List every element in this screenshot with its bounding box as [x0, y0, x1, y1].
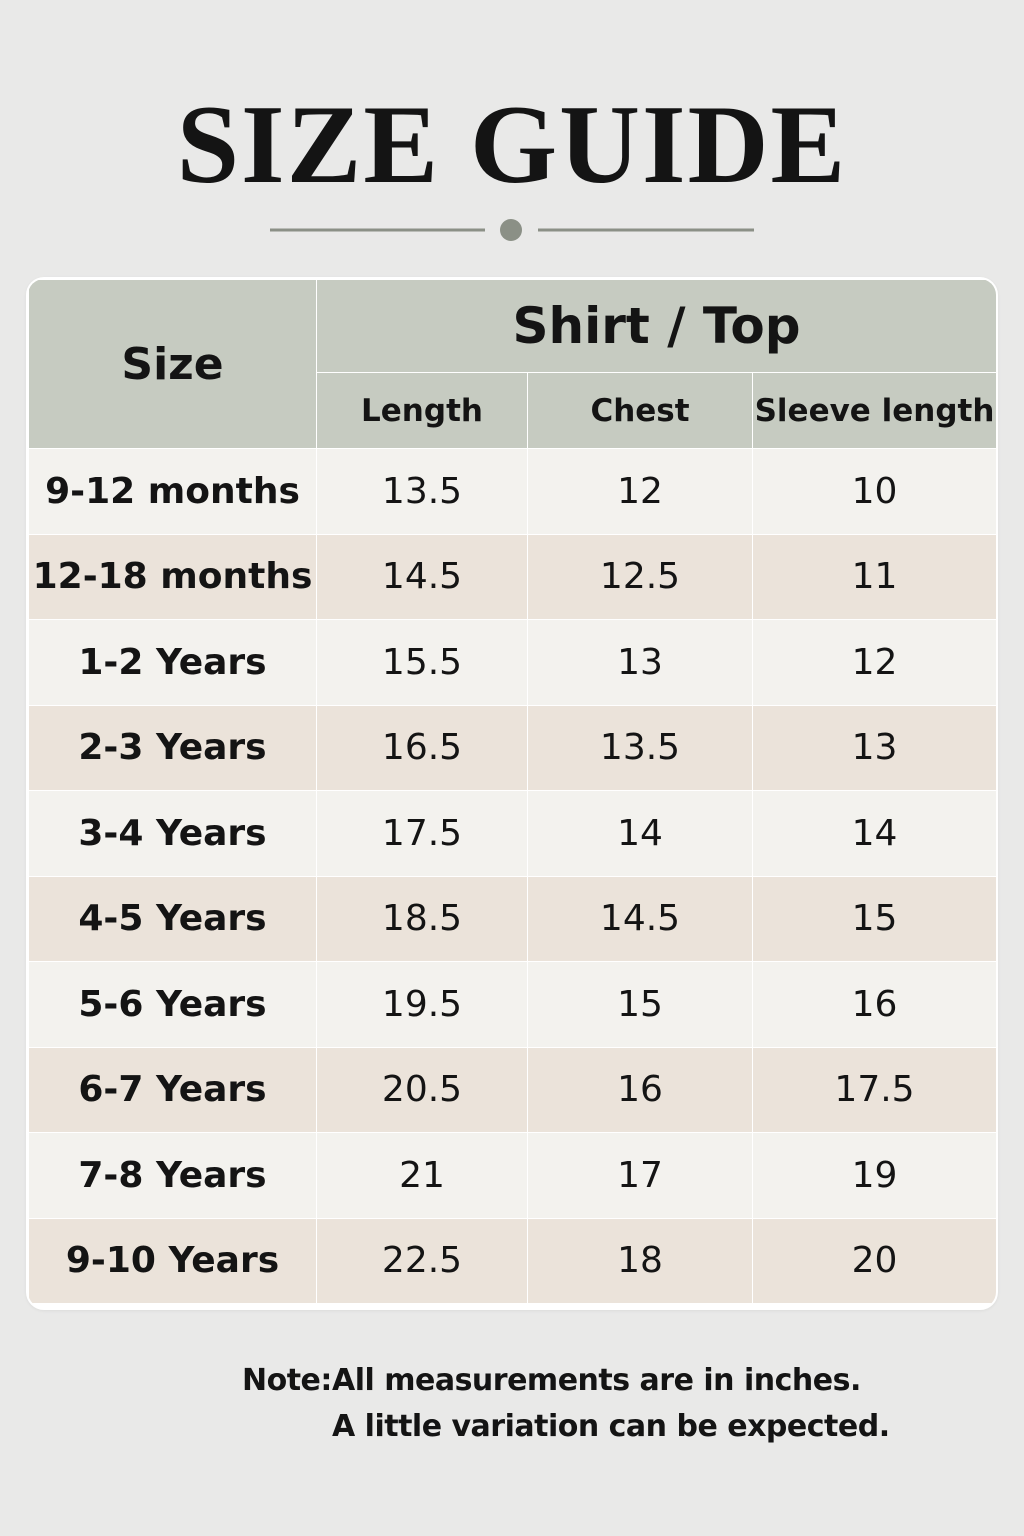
- measurement-cell: 20.5: [316, 1046, 528, 1133]
- size-cell: 9-10 Years: [28, 1217, 317, 1304]
- table-row: 4-5 Years 18.5 14.5 15: [28, 875, 996, 962]
- size-cell: 3-4 Years: [28, 790, 317, 877]
- note-label: Note:: [242, 1363, 332, 1398]
- measurement-cell: 21: [316, 1132, 528, 1219]
- measurement-cell: 16.5: [316, 704, 528, 791]
- measurement-cell: 10: [751, 448, 996, 535]
- size-cell: 12-18 months: [28, 533, 317, 620]
- table-row: 9-12 months 13.5 12 10: [28, 448, 996, 535]
- measurement-cell: 12: [751, 619, 996, 706]
- size-cell: 9-12 months: [28, 448, 317, 535]
- column-header: Length: [316, 372, 528, 449]
- measurement-cell: 15.5: [316, 619, 528, 706]
- measurement-cell: 14.5: [527, 875, 753, 962]
- size-cell: 4-5 Years: [28, 875, 317, 962]
- column-header: Sleeve length: [751, 372, 996, 449]
- size-cell: 7-8 Years: [28, 1132, 317, 1219]
- table-row: 6-7 Years 20.5 16 17.5: [28, 1046, 996, 1133]
- measurement-cell: 19: [751, 1132, 996, 1219]
- size-cell: 1-2 Years: [28, 619, 317, 706]
- table-row: 9-10 Years 22.5 18 20: [28, 1217, 996, 1304]
- measurement-cell: 18: [527, 1217, 753, 1304]
- table-row: 1-2 Years 15.5 13 12: [28, 619, 996, 706]
- table-row: 5-6 Years 19.5 15 16: [28, 961, 996, 1048]
- size-table: Size Shirt / Top Length Chest Sleeve lengt…: [28, 279, 996, 1304]
- measurement-cell: 13.5: [527, 704, 753, 791]
- table-row: 3-4 Years 17.5 14 14: [28, 790, 996, 877]
- measurement-cell: 14: [527, 790, 753, 877]
- note-line: All measurements are in inches.: [332, 1363, 861, 1398]
- measurement-cell: 16: [751, 961, 996, 1048]
- measurement-cell: 16: [527, 1046, 753, 1133]
- group-header: Shirt / Top: [315, 279, 996, 373]
- size-cell: 2-3 Years: [28, 704, 317, 791]
- divider: [270, 219, 754, 241]
- size-cell: 6-7 Years: [28, 1046, 317, 1133]
- column-header: Chest: [527, 372, 753, 449]
- measurement-cell: 15: [751, 875, 996, 962]
- table-row: 7-8 Years 21 17 19: [28, 1132, 996, 1219]
- measurement-cell: 14.5: [316, 533, 528, 620]
- note-line: A little variation can be expected.: [332, 1409, 890, 1444]
- measurement-cell: 11: [751, 533, 996, 620]
- measurement-cell: 14: [751, 790, 996, 877]
- title: SIZE GUIDE: [176, 83, 848, 207]
- measurement-cell: 12: [527, 448, 753, 535]
- measurement-cell: 22.5: [316, 1217, 528, 1304]
- measurement-cell: 19.5: [316, 961, 528, 1048]
- size-cell: 5-6 Years: [28, 961, 317, 1048]
- measurement-cell: 20: [751, 1217, 996, 1304]
- measurement-cell: 17.5: [316, 790, 528, 877]
- size-table-card: Size Shirt / Top Length Chest Sleeve lengt…: [26, 277, 998, 1310]
- table-row: 12-18 months 14.5 12.5 11: [28, 533, 996, 620]
- table-row: 2-3 Years 16.5 13.5 13: [28, 704, 996, 791]
- measurement-cell: 18.5: [316, 875, 528, 962]
- measurement-cell: 13: [527, 619, 753, 706]
- measurement-cell: 17.5: [751, 1046, 996, 1133]
- measurement-cell: 12.5: [527, 533, 753, 620]
- measurement-cell: 17: [527, 1132, 753, 1219]
- measurement-cell: 13.5: [316, 448, 528, 535]
- measurement-cell: 15: [527, 961, 753, 1048]
- measurement-cell: 13: [751, 704, 996, 791]
- size-header: Size: [28, 279, 317, 449]
